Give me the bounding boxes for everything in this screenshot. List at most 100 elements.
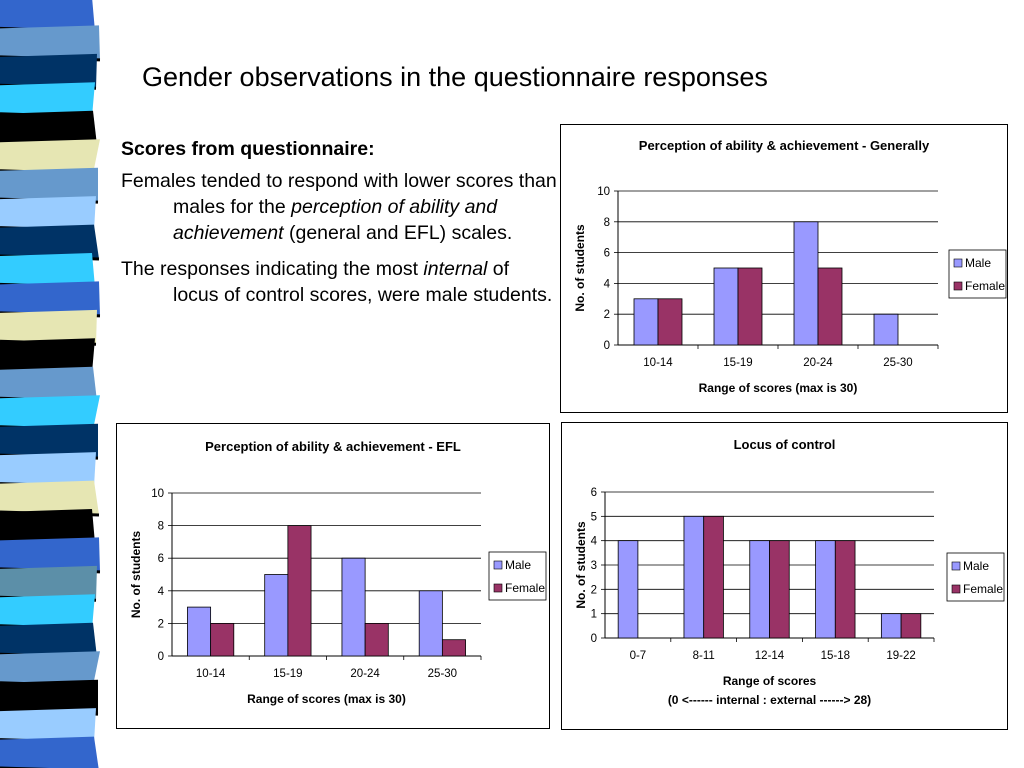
chart-title: Locus of control [734,437,836,452]
stripe-band [0,622,97,658]
bar-female [769,540,790,639]
y-axis-label: No. of students [574,521,588,609]
legend-swatch-male [493,560,503,570]
x-axis-label-line2: (0 <------ internal : external ------> 2… [668,693,871,707]
y-tick-label: 0 [604,340,610,352]
bar-female [441,639,466,657]
y-tick-label: 8 [604,217,610,229]
stripe-band [0,651,100,686]
stripe-band [0,82,95,117]
legend-swatch-male [951,561,961,571]
stripe-band [0,679,98,715]
para2-text: The responses indicating the most [121,258,424,280]
y-tick-label: 6 [604,248,610,260]
stripe-band [0,0,95,32]
bar-female [703,515,724,639]
bar-male [187,606,212,657]
legend: Male Female [488,551,547,601]
chart-locus-svg: Locus of control 0 1 2 3 4 5 6 0-7 8-11 12-14 15-18… [574,437,1005,707]
stripe-band [0,537,100,572]
x-tick-label: 0-7 [630,650,647,662]
x-tick-label: 20-24 [803,357,833,369]
y-tick-label: 0 [591,633,597,645]
y-tick-label: 0 [158,651,164,663]
x-tick-label: 15-18 [821,650,850,662]
stripe-band [0,253,95,288]
stripe-band [0,708,96,743]
stripe-band [0,423,98,459]
bar-male [633,298,659,346]
para1-emphasis: perception of ability and achievement [173,196,498,244]
y-tick-label: 10 [151,488,164,500]
bar-male [873,313,899,346]
bar-male [341,557,366,657]
stripe-band [0,338,95,373]
bar-female [287,525,312,657]
legend: Male Female [948,249,1007,299]
bar-female [364,622,389,657]
bar-male [264,574,289,657]
x-tick-label: 20-24 [350,668,380,680]
chart-title: Perception of ability & achievement - Ge… [639,138,930,153]
bar-male [793,221,819,346]
legend-swatch-female [953,281,963,291]
y-tick-label: 4 [158,586,165,598]
bar-female [657,298,683,346]
x-tick-label: 19-22 [886,650,915,662]
stripe-band [0,196,96,231]
y-tick-label: 4 [604,278,611,290]
y-tick-label: 3 [591,560,597,572]
decorative-stripe [0,0,101,768]
chart-efl: Perception of ability & achievement - EF… [116,423,550,729]
legend-label-female: Female [505,581,545,595]
y-axis-label: No. of students [129,531,143,619]
y-tick-label: 2 [158,618,164,630]
y-tick-label: 8 [158,521,164,533]
chart-title: Perception of ability & achievement - EF… [205,439,461,454]
x-tick-label: 8-11 [693,650,715,662]
y-tick-label: 5 [591,511,597,523]
x-axis-label: Range of scores (max is 30) [247,692,406,706]
legend-swatch-female [951,584,961,594]
stripe-band [0,139,100,174]
subheading: Scores from questionnaire: [121,138,375,160]
y-tick-label: 2 [604,309,610,321]
legend-swatch-female [493,583,503,593]
stripe-band [0,452,96,487]
x-tick-label: 15-19 [723,357,752,369]
legend-label-female: Female [965,279,1005,293]
y-tick-label: 2 [591,584,597,596]
x-tick-label: 25-30 [883,357,912,369]
stripe-band [0,509,95,544]
bar-female [900,613,922,639]
stripe-band [0,480,99,515]
y-tick-label: 6 [158,553,164,565]
y-axis-label: No. of students [573,224,587,312]
legend-label-female: Female [963,582,1003,596]
stripe-band [0,25,100,60]
stripe-band [0,281,100,316]
chart-general-svg: Perception of ability & achievement - Ge… [573,138,1007,395]
bar-male [617,540,639,639]
x-tick-label: 25-30 [428,668,457,680]
para2-text-end: of locus of control scores, were male st… [173,258,553,306]
slide-title: Gender observations in the questionnaire… [142,62,768,92]
stripe-band [0,366,97,402]
bar-male [815,540,836,639]
chart-efl-svg: Perception of ability & achievement - EF… [129,439,547,706]
bar-female [817,267,843,346]
y-tick-label: 10 [597,186,610,198]
bar-male [418,590,443,657]
stripe-band [0,736,99,768]
chart-general: Perception of ability & achievement - Ge… [560,124,1008,413]
paragraph-perception: Females tended to respond with lower sco… [121,168,557,246]
stripe-band [0,110,97,146]
x-tick-label: 12-14 [755,650,785,662]
stripe-band [0,167,98,203]
bar-male [713,267,739,346]
x-axis-label: Range of scores [723,674,817,688]
paragraph-locus: The responses indicating the most intern… [121,256,557,308]
bar-male [749,540,770,639]
bar-female [210,622,235,657]
text-block: Scores from questionnaire: Females tende… [121,136,557,318]
